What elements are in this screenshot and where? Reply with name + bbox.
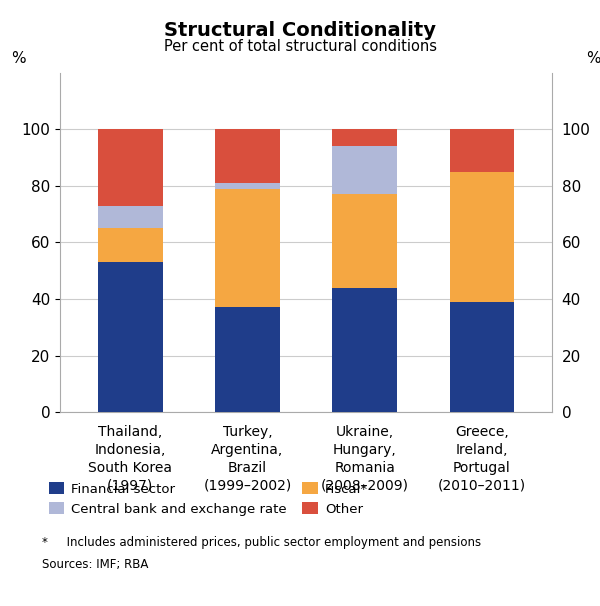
Bar xyxy=(98,205,163,228)
Bar xyxy=(449,129,514,171)
Bar xyxy=(215,183,280,188)
Bar xyxy=(98,129,163,205)
Bar xyxy=(332,146,397,195)
Bar xyxy=(332,288,397,412)
Bar xyxy=(98,262,163,412)
Bar xyxy=(215,307,280,412)
Bar xyxy=(332,129,397,146)
Text: %: % xyxy=(587,51,600,66)
Legend: Financial sector, Central bank and exchange rate, Fiscal*, Other: Financial sector, Central bank and excha… xyxy=(49,482,368,516)
Bar xyxy=(449,302,514,412)
Text: Per cent of total structural conditions: Per cent of total structural conditions xyxy=(163,39,437,55)
Bar xyxy=(215,129,280,183)
Bar xyxy=(215,188,280,307)
Bar xyxy=(332,195,397,288)
Text: %: % xyxy=(11,51,25,66)
Bar xyxy=(98,228,163,262)
Text: Structural Conditionality: Structural Conditionality xyxy=(164,21,436,40)
Text: Sources: IMF; RBA: Sources: IMF; RBA xyxy=(42,558,148,570)
Text: *     Includes administered prices, public sector employment and pensions: * Includes administered prices, public s… xyxy=(42,536,481,549)
Bar xyxy=(449,171,514,302)
